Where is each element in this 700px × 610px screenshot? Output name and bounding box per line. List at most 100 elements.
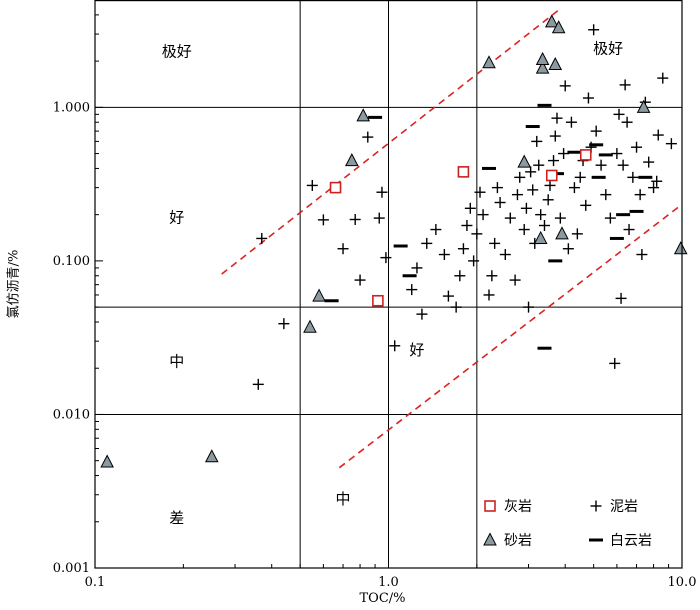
data-point-plus [651,175,663,187]
series-plus [252,24,677,390]
data-point-plus [542,194,554,206]
data-point-plus [580,199,592,211]
zone-label: 中 [336,490,351,508]
data-point-plus [337,243,349,255]
data-point-plus [349,214,361,226]
data-point-square [372,294,384,307]
x-tick-label: 0.1 [85,575,106,590]
zone-label: 中 [169,352,184,370]
data-point-plus [511,189,523,201]
data-point-plus [525,166,537,178]
data-point-triangle [345,153,359,167]
data-point-plus [416,308,428,320]
data-point-plus [514,171,526,183]
dashed-boundary-line [338,204,682,469]
legend-label: 砂岩 [504,533,532,549]
data-point-plus [421,237,433,249]
data-point-plus [499,249,511,261]
data-point-plus [442,290,454,302]
data-point-plus [509,274,521,286]
data-point-plus [518,224,530,236]
data-point-square [457,166,470,178]
data-point-plus [533,159,545,171]
data-point-square [329,181,342,194]
data-point-plus [551,112,563,124]
data-point-plus [376,186,388,198]
data-point-plus [494,197,506,209]
series-square [329,149,592,307]
data-point-plus [562,243,574,255]
data-point-plus [527,184,539,196]
legend-entry: 灰岩 [484,499,532,515]
data-point-plus [548,155,560,167]
zone-label: 极好 [162,42,192,60]
data-point-plus [354,274,366,286]
x-axis-label: TOC/% [359,591,405,606]
zone-label: 极好 [593,39,623,57]
data-point-triangle [517,154,532,168]
data-point-plus [477,209,489,221]
data-point-plus [621,116,633,128]
legend-entry: 白云岩 [589,533,652,549]
data-point-plus [595,159,607,171]
data-point-plus [652,129,664,141]
data-point-plus [252,378,264,390]
data-point-plus [523,301,535,313]
axis-ticks: 0.1 1.0 10.0 0.001 0.010 0.100 1.000 [53,14,697,590]
data-point-plus [568,182,580,194]
data-point-plus [438,249,450,261]
legend-label: 白云岩 [610,533,652,549]
data-point-plus [474,186,486,198]
x-tick-label: 10.0 [668,575,697,590]
legend-marker-triangle [483,532,497,546]
data-point-plus [648,182,660,194]
grid-lines [95,0,682,568]
legend-entry: 砂岩 [483,532,532,549]
data-point-plus [613,108,625,120]
data-point-plus [643,156,655,168]
data-point-plus [389,340,401,352]
data-point-plus [665,138,677,150]
data-point-triangle [356,108,371,122]
data-point-plus [615,292,627,304]
data-point-plus [468,255,480,267]
data-point-triangle [548,56,563,71]
legend-label: 灰岩 [504,499,532,515]
data-point-plus [454,270,466,282]
data-point-triangle [204,449,219,463]
data-point-plus [554,212,566,224]
zone-label: 好 [169,209,184,227]
data-point-plus [604,212,616,224]
data-point-plus [574,171,586,183]
data-point-triangle [535,60,550,74]
data-point-plus [450,301,462,313]
legend-marker-square [484,500,496,512]
data-point-plus [544,179,556,191]
data-point-plus [571,228,583,240]
data-point-triangle [555,226,569,240]
data-point-plus [430,224,442,236]
y-tick-label: 1.000 [53,100,90,115]
data-point-triangle [312,288,326,302]
data-point-plus [559,80,571,92]
data-point-plus [600,189,612,201]
data-point-plus [380,252,392,264]
data-point-plus [489,237,501,249]
data-point-plus [406,284,418,296]
data-points [100,14,688,468]
data-point-plus [486,270,498,282]
series-dash [324,103,653,350]
data-point-triangle [482,55,496,69]
data-point-plus [535,209,547,221]
data-point-plus [457,243,469,255]
data-point-plus [549,130,561,142]
legend-label: 泥岩 [610,499,638,515]
data-point-plus [278,318,290,330]
data-point-plus [623,224,635,236]
data-point-triangle [100,454,114,468]
data-point-triangle [673,241,688,255]
data-point-plus [491,182,503,194]
dashed-boundary-line [221,9,560,275]
